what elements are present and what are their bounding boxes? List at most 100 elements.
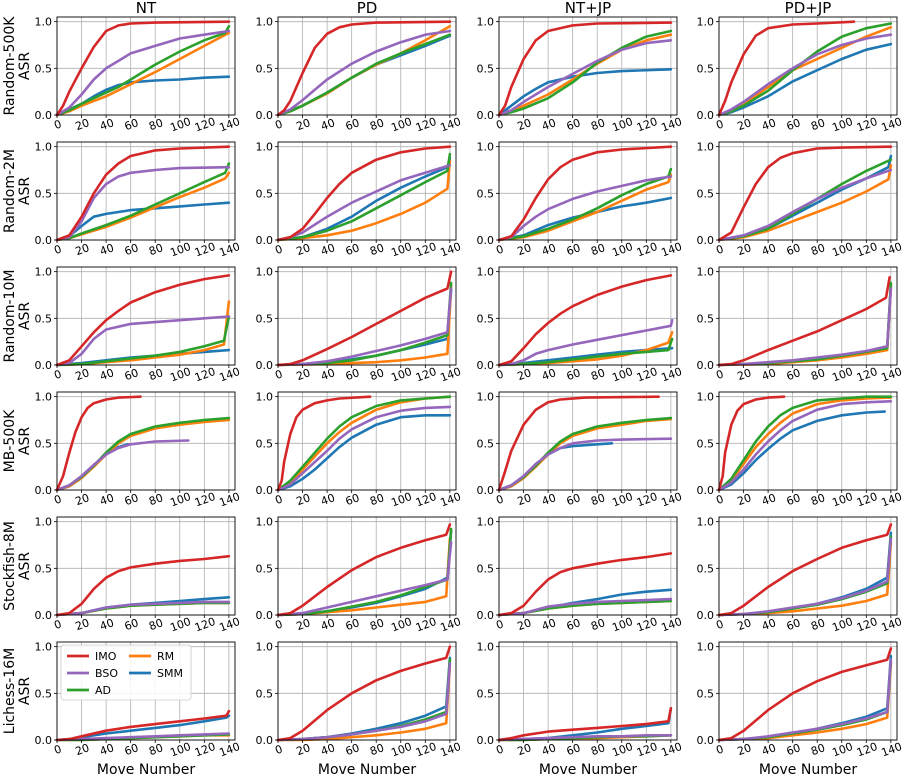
y-tick-label: 0.0 [256,609,274,622]
x-tick-label: 20 [736,616,754,633]
row-label-3: MB-500K ASR [2,409,33,472]
panel-r2-c0: 0.0 0.5 1.0 0 20 40 60 80 100 120 140 [35,266,242,385]
series-imo [276,270,453,367]
x-tick-label: 140 [439,740,463,759]
x-tick-label: 0 [714,242,725,257]
x-tick-label: 0 [714,367,725,382]
series-bso [497,175,673,242]
x-tick-label: 120 [193,240,217,259]
x-tick-label: 100 [168,365,192,384]
x-tick-label: 100 [610,240,634,259]
x-tick-label: 60 [123,366,141,383]
x-tick-label: 40 [540,491,558,508]
row-label-asr: ASR [17,552,33,580]
y-tick-label: 1.0 [477,16,495,29]
series-imo [717,523,893,617]
axes-frame [718,391,898,491]
x-tick-label: 40 [540,116,558,133]
x-tick-label: 60 [565,616,583,633]
x-tick-label: 80 [589,366,607,383]
y-tick-label: 0.5 [256,562,274,575]
row-label-2: Random-10M ASR [2,270,33,363]
series-bso [276,29,452,117]
y-tick-label: 0.0 [35,484,53,497]
x-tick-label: 100 [168,115,192,134]
x-tick-label: 0 [273,617,284,632]
series-ad [276,152,452,242]
series-bso [717,33,893,117]
row-label-name: Lichess-16M [2,648,18,734]
axes-frame [498,391,678,491]
y-tick-label: 0.0 [256,234,274,247]
y-tick-label: 1.0 [256,641,274,654]
x-tick-label: 120 [193,115,217,134]
x-tick-label: 140 [660,240,684,259]
y-tick-label: 0.5 [697,687,715,700]
x-tick-label: 40 [98,491,116,508]
x-tick-label: 140 [218,490,242,509]
y-tick-label: 0.5 [35,437,53,450]
x-tick-label: 20 [295,741,313,758]
x-tick-label: 40 [319,491,337,508]
series-ad [497,29,673,117]
x-axis-label: Move Number [97,762,195,778]
x-tick-label: 120 [855,490,879,509]
y-tick-label: 1.0 [35,641,53,654]
y-tick-label: 1.0 [35,141,53,154]
series-imo [276,20,452,117]
x-tick-label: 100 [389,115,413,134]
x-tick-label: 60 [344,491,362,508]
x-tick-label: 40 [98,616,116,633]
y-tick-label: 0.0 [35,359,53,372]
x-tick-label: 40 [760,241,778,258]
y-tick-label: 0.5 [256,687,274,700]
x-tick-label: 140 [660,365,684,384]
y-tick-label: 0.5 [477,687,495,700]
row-label-5: Lichess-16M ASR [2,648,33,734]
y-tick-label: 0.5 [697,312,715,325]
y-tick-label: 0.0 [35,234,53,247]
series-imo [497,274,673,367]
panel-r1-c0: 0.0 0.5 1.0 0 20 40 60 80 100 120 140 [35,141,242,260]
legend-label-smm: SMM [157,667,183,680]
row-label-asr: ASR [17,677,33,705]
series-imo [276,395,372,492]
y-tick-label: 1.0 [697,516,715,529]
x-tick-label: 60 [123,616,141,633]
x-tick-label: 40 [319,241,337,258]
x-tick-label: 20 [736,491,754,508]
series-smm [717,410,886,492]
row-label-asr: ASR [17,427,33,455]
x-tick-label: 20 [516,741,534,758]
axes-frame [498,641,678,741]
legend-label-imo: IMO [95,650,117,663]
x-tick-label: 120 [635,490,659,509]
x-tick-label: 120 [635,240,659,259]
x-tick-label: 80 [147,116,165,133]
series-bso [717,168,893,242]
y-tick-label: 0.0 [256,109,274,122]
series-ad [497,337,674,367]
x-tick-label: 80 [368,366,386,383]
x-tick-label: 120 [414,240,438,259]
x-tick-label: 80 [368,491,386,508]
x-tick-label: 20 [516,116,534,133]
x-tick-label: 120 [855,240,879,259]
x-tick-label: 100 [389,615,413,634]
series-imo [497,707,673,742]
x-tick-label: 100 [168,490,192,509]
y-tick-label: 0.0 [697,484,715,497]
x-tick-label: 20 [74,116,92,133]
x-axis-label: Move Number [318,762,416,778]
axes-frame [498,266,678,366]
y-tick-label: 0.0 [697,734,715,747]
y-tick-label: 1.0 [697,16,715,29]
x-tick-label: 40 [760,116,778,133]
x-tick-label: 20 [516,616,534,633]
x-tick-label: 80 [809,741,827,758]
row-label-name: MB-500K [2,409,18,472]
x-tick-label: 0 [273,742,284,757]
y-tick-label: 0.0 [35,609,53,622]
x-tick-label: 20 [736,116,754,133]
series-smm [717,654,893,742]
